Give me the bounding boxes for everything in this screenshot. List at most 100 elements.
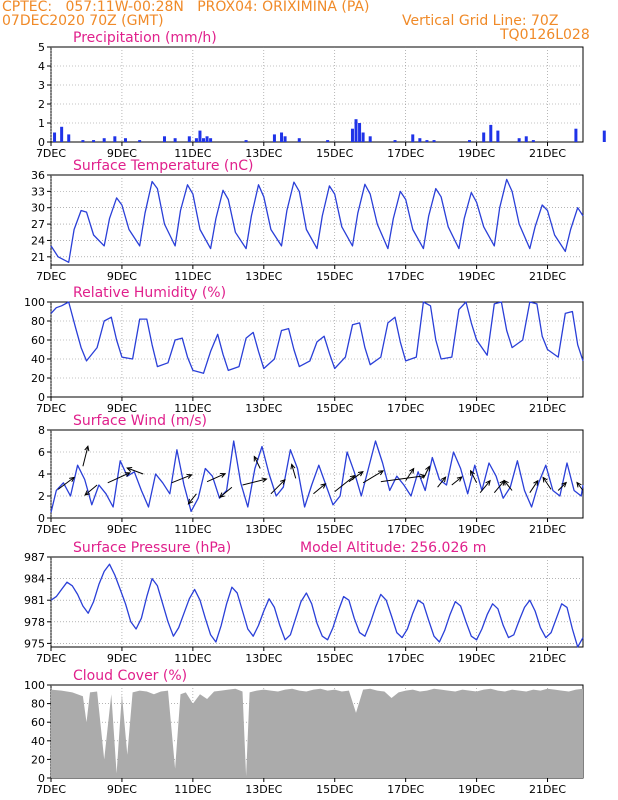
y-tick-label: 0 — [38, 136, 45, 149]
precip-bar — [244, 140, 248, 142]
x-tick-label: 11DEC — [174, 402, 211, 415]
precip-bar — [194, 138, 198, 142]
panel-title: Surface Temperature (nC) — [73, 158, 254, 174]
x-tick-label: 9DEC — [107, 270, 137, 283]
series-line — [50, 301, 584, 374]
x-tick-label: 7DEC — [36, 147, 66, 160]
wind-arrow — [188, 493, 197, 505]
wind-arrow — [437, 476, 446, 488]
header-grid-line: Vertical Grid Line: 70Z — [402, 13, 559, 29]
x-tick-label: 17DEC — [387, 783, 424, 796]
y-tick-label: 100 — [24, 679, 45, 692]
precip-bar — [489, 124, 493, 142]
precip-bar — [326, 140, 330, 142]
wind-arrow-head — [470, 469, 475, 476]
wind-arrow-head — [253, 455, 259, 462]
wind-arrow — [405, 468, 415, 481]
y-tick-label: 0 — [38, 772, 45, 785]
wind-arrow — [57, 476, 75, 490]
y-tick-label: 100 — [24, 296, 45, 309]
x-tick-label: 17DEC — [387, 147, 424, 160]
x-tick-label: 19DEC — [458, 402, 495, 415]
wind-arrow-head — [542, 476, 548, 483]
x-tick-label: 17DEC — [387, 402, 424, 415]
precip-bar — [162, 136, 166, 142]
x-tick-label: 21DEC — [529, 147, 566, 160]
precip-bar — [280, 132, 284, 142]
panel-1: 21 24 27 30 33 36 7DEC 9DEC 11DEC 13DEC 15DEC 17DEC… — [31, 158, 584, 283]
panel-0: 0 1 2 3 4 5 7DEC 9DEC 11DEC 13DEC 15DEC 17DEC 19DEC 2… — [36, 30, 606, 160]
wind-arrow-head — [186, 474, 193, 479]
x-tick-label: 15DEC — [316, 270, 353, 283]
wind-arrow-head — [440, 476, 447, 483]
precip-bar — [517, 138, 521, 142]
panel-3: 0 2 4 6 8 7DEC 9DEC 11DEC 13DEC 15DEC 17DEC 19DEC 21… — [36, 413, 584, 536]
x-tick-label: 11DEC — [174, 783, 211, 796]
precip-bar — [138, 140, 142, 142]
panel-title: Surface Wind (m/s) — [73, 413, 207, 429]
panel-2: 0 20 40 60 80 100 7DEC 9DEC 11DEC 13DEC 15DEC 17DEC… — [24, 285, 584, 415]
precip-bar — [198, 130, 202, 142]
wind-arrow — [82, 446, 89, 467]
y-tick-label: 24 — [31, 234, 45, 247]
wind-arrow — [171, 474, 192, 484]
header-line1: CPTEC: 057:11W-00:28N PROX04: ORIXIMINA … — [2, 0, 370, 15]
x-tick-label: 7DEC — [36, 523, 66, 536]
x-tick-label: 7DEC — [36, 402, 66, 415]
x-tick-label: 9DEC — [107, 147, 137, 160]
precip-bar — [67, 134, 71, 142]
x-tick-label: 21DEC — [529, 523, 566, 536]
precip-bar — [202, 138, 206, 142]
y-tick-label: 2 — [38, 490, 45, 503]
wind-arrow-head — [187, 498, 194, 505]
wind-arrow-head — [561, 481, 568, 488]
wind-arrow-head — [409, 467, 415, 474]
wind-arrow — [493, 480, 505, 494]
y-tick-label: 80 — [31, 315, 45, 328]
precip-bar — [354, 119, 358, 142]
plot-frame — [50, 301, 584, 398]
panel-5: 0 20 40 60 80 100 7DEC 9DEC 11DEC 13DEC 15DEC 17DEC… — [24, 668, 584, 796]
precip-bar — [205, 136, 209, 142]
wind-arrow — [529, 480, 539, 493]
x-tick-label: 15DEC — [316, 147, 353, 160]
series-line — [50, 440, 584, 513]
x-tick-label: 21DEC — [529, 783, 566, 796]
wind-arrow-head — [261, 477, 268, 483]
precip-bar — [60, 126, 64, 142]
wind-arrow — [84, 484, 98, 496]
precip-bar — [283, 136, 287, 142]
x-tick-label: 11DEC — [174, 652, 211, 665]
precip-bar — [574, 128, 578, 142]
precip-bar — [187, 136, 191, 142]
series-line — [50, 178, 584, 263]
wind-arrow-head — [220, 473, 227, 478]
precip-bar — [524, 136, 528, 142]
y-tick-label: 40 — [31, 353, 45, 366]
panel-title: Cloud Cover (%) — [73, 668, 187, 684]
y-tick-label: 20 — [31, 372, 45, 385]
wind-arrow-head — [576, 481, 582, 488]
wind-arrow — [291, 464, 297, 479]
wind-arrow — [334, 475, 356, 492]
precip-bar — [531, 140, 535, 142]
y-tick-label: 2 — [38, 98, 45, 111]
precip-bar — [123, 138, 127, 142]
panel-annotation: Model Altitude: 256.026 m — [300, 540, 486, 556]
panel-title: Relative Humidity (%) — [73, 285, 226, 301]
wind-arrow-head — [124, 472, 131, 477]
x-tick-label: 19DEC — [458, 652, 495, 665]
wind-arrow — [422, 466, 430, 479]
plot-frame — [50, 556, 584, 648]
wind-arrow-head — [456, 476, 463, 482]
wind-arrow — [107, 472, 130, 484]
wind-arrow — [576, 482, 584, 491]
wind-arrow — [542, 477, 552, 490]
wind-arrow-head — [84, 445, 90, 452]
wind-arrow-head — [69, 476, 76, 483]
x-tick-label: 13DEC — [245, 783, 282, 796]
wind-arrow-head — [219, 492, 225, 498]
precip-bar — [81, 140, 85, 142]
x-tick-label: 11DEC — [174, 523, 211, 536]
